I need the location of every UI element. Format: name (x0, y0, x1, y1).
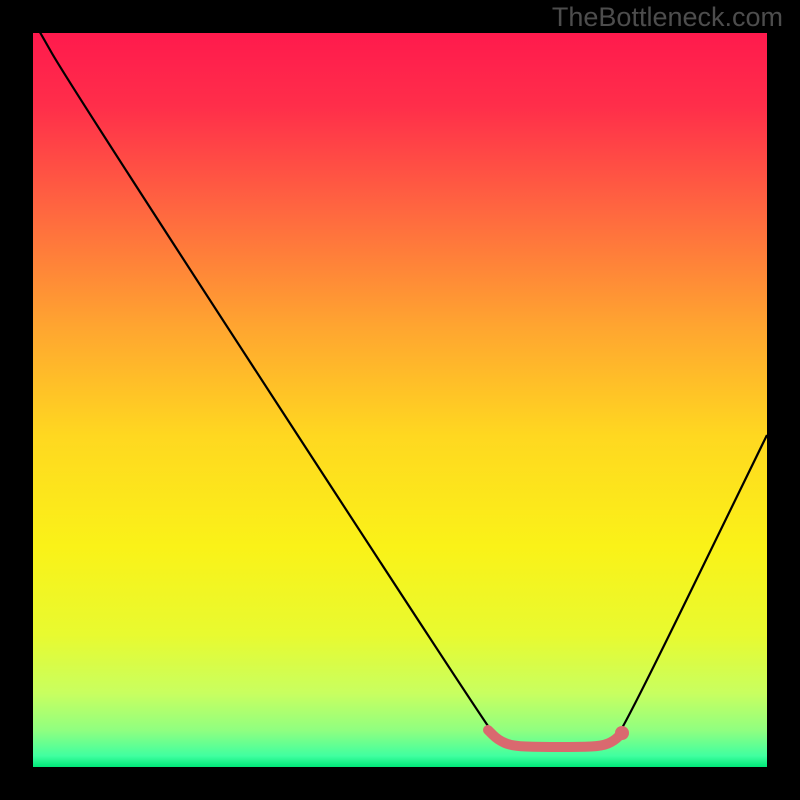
flat-segment-highlight (488, 730, 622, 747)
main-curve (33, 20, 767, 746)
watermark-text: TheBottleneck.com (552, 2, 783, 33)
endpoint-marker (615, 726, 629, 740)
chart-overlay (0, 0, 800, 800)
